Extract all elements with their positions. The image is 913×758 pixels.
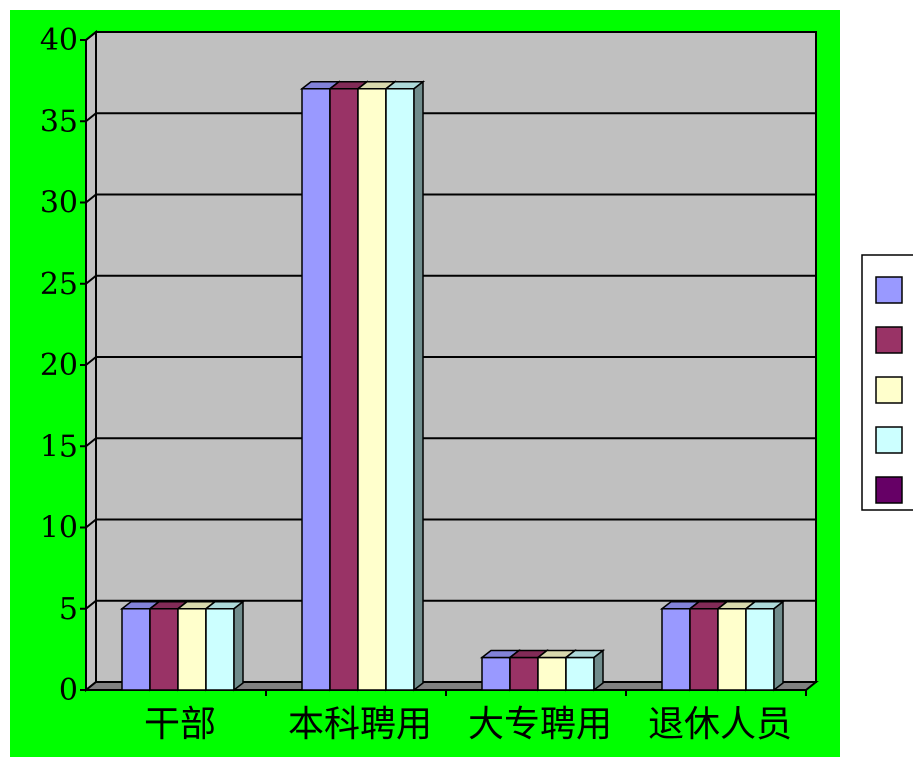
bar-front: [385, 88, 415, 691]
bar-front: [745, 608, 775, 691]
x-tick-label: 退休人员: [648, 704, 792, 745]
x-tick-label: 干部: [144, 704, 216, 745]
y-tick-label: 0: [59, 673, 78, 708]
y-tick-label: 35: [40, 104, 78, 139]
legend-swatch: [875, 276, 903, 304]
gridlines: [85, 31, 816, 610]
bar-front: [329, 88, 359, 691]
bar-front: [205, 608, 235, 691]
bar-front: [149, 608, 179, 691]
y-tick-label: 40: [40, 23, 78, 58]
x-tick-label: 本科聘用: [288, 704, 432, 745]
y-tick-label: 10: [40, 511, 78, 546]
gridline: [85, 31, 816, 41]
bar: [203, 600, 246, 692]
bar-front: [357, 88, 387, 691]
bar-front: [717, 608, 747, 691]
gridline: [85, 437, 816, 448]
bar-front: [301, 88, 331, 691]
bar-front: [537, 656, 567, 691]
bar-front: [661, 608, 691, 691]
bars: [119, 80, 786, 692]
gridline: [85, 599, 816, 610]
gridline: [85, 112, 816, 123]
x-tick-label: 大专聘用: [468, 704, 612, 745]
gridline: [85, 193, 816, 204]
legend-swatch: [875, 376, 903, 404]
y-tick-label: 5: [59, 592, 78, 627]
bar-side: [413, 80, 424, 692]
plot-wall: [83, 29, 819, 693]
y-tick-label: 20: [40, 348, 78, 383]
gridline: [85, 518, 816, 529]
legend-swatch: [875, 426, 903, 454]
y-tick-label: 30: [40, 186, 78, 221]
bar-side: [233, 600, 244, 692]
bar: [383, 80, 426, 692]
bar-side: [773, 600, 784, 692]
axis-labels: 0 5 10 15 20 25 30 35 40 干部 本科聘用 大专聘用 退休人员: [40, 23, 792, 745]
y-tick-label: 25: [40, 267, 78, 302]
bar-front: [177, 608, 207, 691]
bar-side: [593, 648, 604, 692]
gridline: [85, 356, 816, 366]
gridline: [85, 274, 816, 285]
bar-front: [565, 656, 595, 691]
bar-front: [481, 656, 511, 691]
bar-front: [121, 608, 151, 691]
bar-front: [509, 656, 539, 691]
bar-front: [689, 608, 719, 691]
bar: [743, 600, 786, 692]
legend-swatch: [875, 476, 903, 504]
legend: [861, 254, 913, 511]
bar: [563, 648, 606, 692]
legend-swatch: [875, 326, 903, 354]
y-tick-label: 15: [40, 429, 78, 464]
axes: [80, 39, 807, 696]
